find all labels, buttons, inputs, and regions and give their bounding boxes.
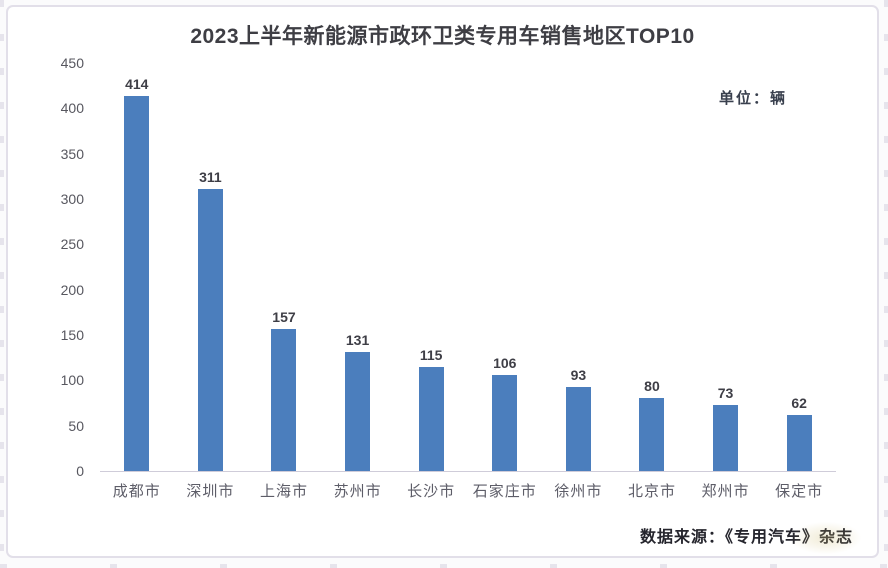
y-tick-label: 350 — [60, 145, 84, 162]
unit-label: 单位：辆 — [718, 90, 787, 107]
bar-column: 115 — [394, 63, 468, 471]
bar-column: 80 — [615, 63, 689, 471]
y-tick-label: 450 — [60, 55, 84, 71]
bar — [197, 189, 223, 471]
bar — [492, 374, 518, 471]
bar — [639, 398, 665, 471]
bar-value-label: 157 — [272, 308, 296, 325]
data-source-text: 数据来源：《专用汽车》杂志 — [639, 529, 853, 546]
edge-marks-bottom — [0, 564, 888, 568]
bar-column: 414 — [100, 63, 174, 471]
bar — [271, 328, 297, 471]
x-axis-labels: 成都市 深圳市 上海市 苏州市 长沙市 石家庄市 徐州市 北京市 郑州市 保定市 — [100, 480, 836, 501]
data-source-label: 数据来源：《专用汽车》杂志 — [639, 522, 861, 554]
bar — [418, 366, 444, 471]
bar-column: 311 — [174, 63, 248, 471]
y-tick-label: 400 — [60, 100, 84, 117]
x-category-label: 成都市 — [112, 483, 161, 500]
edge-marks-right — [884, 0, 888, 568]
y-tick-label: 100 — [60, 372, 84, 389]
bar-column: 93 — [542, 63, 616, 471]
y-axis-labels: 450 400 350 300 250 200 150 100 50 0 — [38, 55, 84, 479]
x-category-label: 上海市 — [259, 483, 308, 500]
bar — [713, 404, 739, 471]
x-category-label: 徐州市 — [554, 483, 603, 500]
bar-column: 157 — [247, 63, 321, 471]
y-tick-label: 150 — [60, 327, 84, 343]
bar-value-label: 115 — [419, 346, 443, 363]
x-category-label: 石家庄市 — [472, 483, 537, 500]
bar-column: 62 — [762, 63, 836, 471]
x-category-label: 深圳市 — [186, 483, 235, 500]
x-category-label: 长沙市 — [407, 483, 456, 500]
bar-value-label: 106 — [493, 354, 517, 371]
bar-column: 106 — [468, 63, 542, 471]
bar — [345, 352, 371, 471]
x-axis-line — [100, 471, 836, 472]
y-tick-label: 0 — [76, 463, 84, 479]
y-tick-label: 250 — [60, 236, 84, 253]
bar-column: 131 — [321, 63, 395, 471]
y-tick-label: 200 — [60, 281, 84, 298]
bar-value-label: 131 — [345, 332, 370, 349]
x-category-label: 郑州市 — [701, 483, 750, 500]
bar — [786, 414, 812, 471]
x-category-label: 保定市 — [775, 483, 824, 500]
bar — [565, 386, 591, 471]
bars-area: 414 311 157 131 115 106 93 80 73 62 — [100, 63, 836, 471]
bar-value-label: 414 — [125, 75, 149, 92]
chart-card: 2023上半年新能源市政环卫类专用车销售地区TOP10 单位：辆 450 400 3… — [6, 5, 879, 558]
bar-value-label: 93 — [570, 366, 587, 383]
bar-column: 73 — [689, 63, 763, 471]
bar-value-label: 311 — [199, 169, 222, 186]
bar-value-label: 73 — [717, 384, 734, 401]
bar-value-label: 80 — [644, 378, 660, 395]
bar-value-label: 62 — [791, 394, 807, 411]
x-category-label: 北京市 — [627, 483, 676, 500]
y-tick-label: 50 — [68, 417, 84, 434]
chart-title: 2023上半年新能源市政环卫类专用车销售地区TOP10 — [190, 25, 695, 48]
y-tick-label: 300 — [60, 191, 84, 207]
x-category-label: 苏州市 — [333, 483, 382, 500]
bar — [124, 95, 150, 471]
edge-marks-left — [0, 0, 4, 568]
